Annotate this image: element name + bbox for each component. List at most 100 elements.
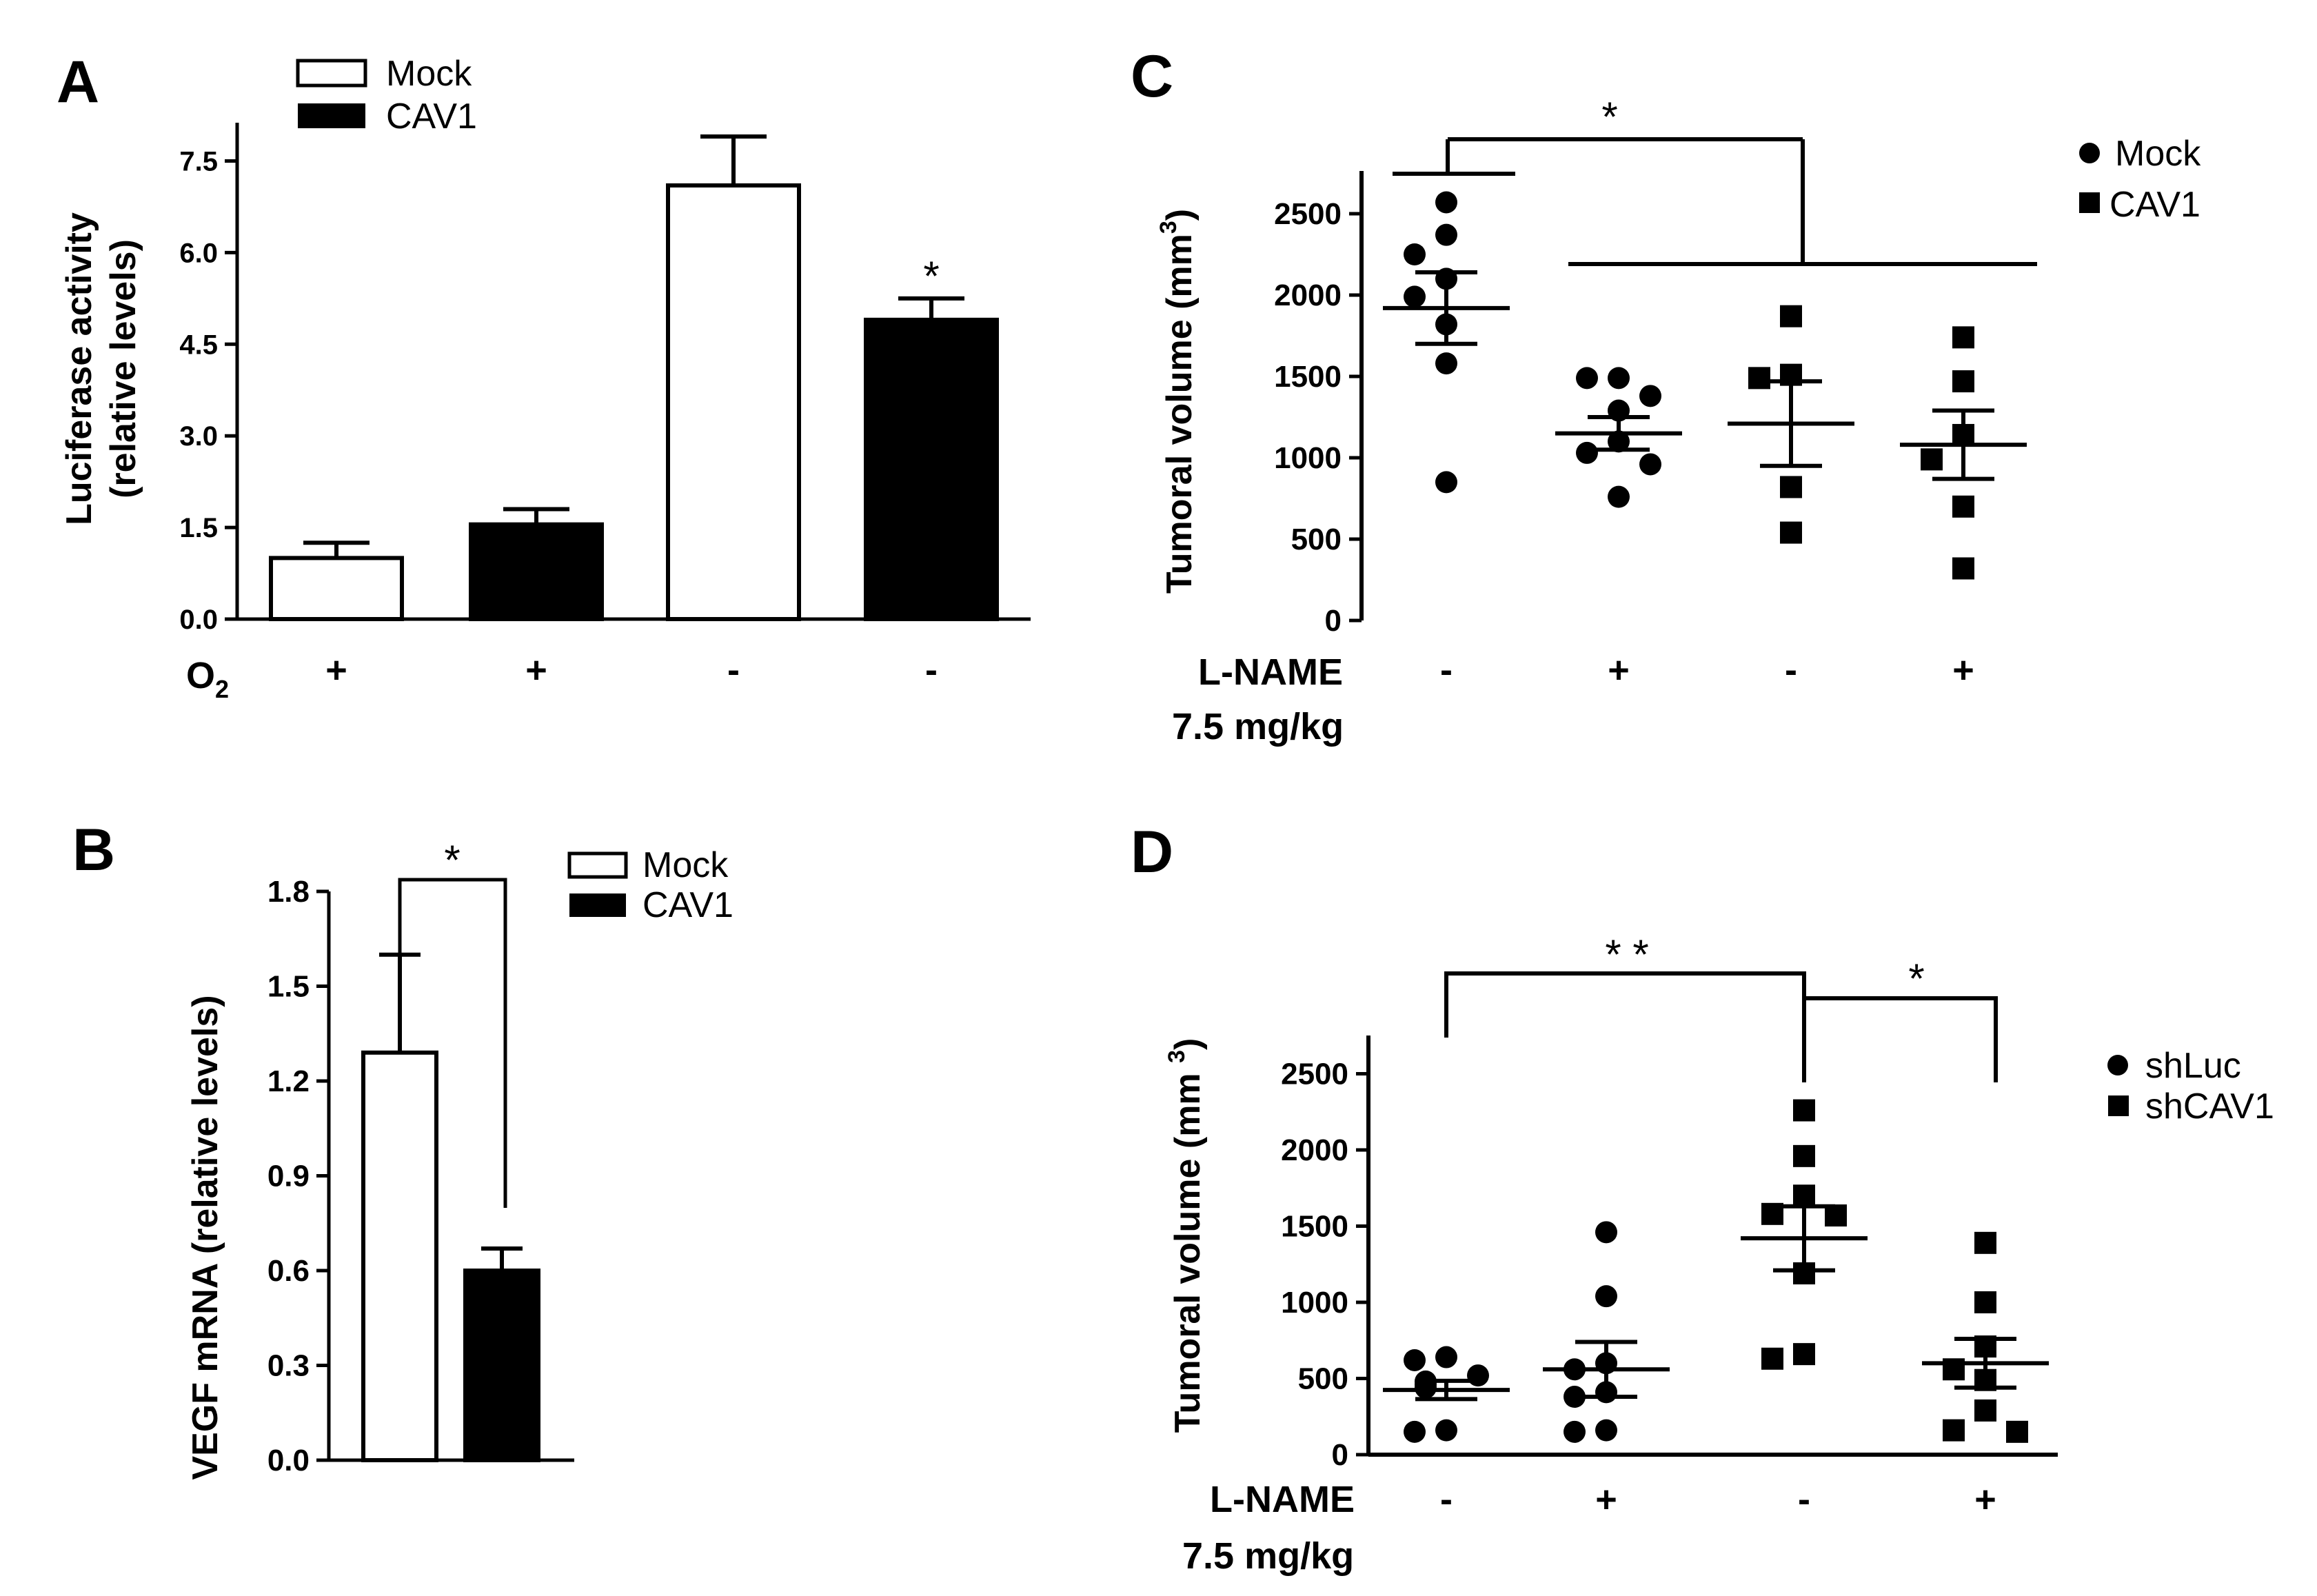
tick-label-b-6: 1.8 [267, 875, 310, 909]
bracket-d-right [1804, 996, 1998, 1082]
point-c-g2-0 [1780, 305, 1802, 327]
ylabel-c-sup: 3 [1155, 221, 1182, 234]
tick-label-a-2: 3.0 [179, 421, 218, 452]
legend-d-square-marker [2108, 1095, 2129, 1116]
panel-b-letter: B [72, 817, 115, 883]
ylabel-b: VEGF mRNA (relative levels) [185, 995, 225, 1479]
tick-label-b-5: 1.5 [267, 970, 310, 1004]
condition-c-3: + [1952, 649, 1974, 691]
condition-label-c-line1: L-NAME [1198, 651, 1343, 693]
legend-a-mock-swatch [296, 59, 367, 88]
tick-label-a-3: 4.5 [179, 330, 218, 360]
tick-label-c-0: 0 [1325, 604, 1342, 638]
condition-label-a: O2 [186, 655, 229, 703]
points-d [1383, 1099, 2049, 1443]
ylabel-a-line1: Luciferase activity [59, 212, 99, 525]
ylabel-d-main: Tumoral volume (mm [1168, 1063, 1208, 1433]
ticks-a: 0.0 1.5 3.0 4.5 6.0 7.5 [179, 147, 237, 635]
point-c-g2-2 [1748, 367, 1770, 390]
point-c-g0-1 [1435, 223, 1457, 246]
point-d-g1-0 [1595, 1221, 1617, 1244]
point-c-g1-7 [1608, 485, 1630, 508]
ylabel-c: Tumoral volume (mm3) [1155, 209, 1200, 594]
annotation-c-star: * [1601, 94, 1617, 140]
panel-a: A Mock CAV1 Luciferase activity (relativ… [57, 49, 1031, 703]
tick-label-b-3: 0.9 [267, 1160, 310, 1193]
point-d-g0-6 [1435, 1419, 1457, 1442]
legend-b-mock-swatch [567, 851, 628, 879]
legend-c: Mock CAV1 [2079, 134, 2201, 225]
tick-label-d-0: 0 [1332, 1438, 1348, 1472]
bar-a-2 [666, 183, 801, 621]
annotation-a-star: * [923, 253, 939, 299]
point-c-g3-4 [1952, 495, 1974, 518]
point-c-g1-2 [1639, 385, 1661, 407]
legend-c-mock-label: Mock [2115, 134, 2201, 174]
point-d-g2-2 [1793, 1184, 1815, 1207]
condition-label-c-line2: 7.5 mg/kg [1172, 706, 1344, 747]
legend-a-cav1-swatch [298, 103, 365, 128]
condition-d-1: + [1595, 1479, 1617, 1520]
point-d-g1-7 [1564, 1420, 1586, 1443]
point-d-g1-1 [1595, 1285, 1617, 1308]
point-d-g3-0 [1974, 1231, 1996, 1254]
panel-d: D shLuc shCAV1 Tumoral volume (mm 3) 0 5… [1131, 819, 2274, 1577]
tick-label-d-4: 2000 [1281, 1133, 1348, 1167]
panel-b: B Mock CAV1 VEGF mRNA (relative levels) … [72, 817, 733, 1480]
condition-d-3: + [1974, 1479, 1996, 1520]
condition-row-d: L-NAME 7.5 mg/kg - + - + [1182, 1479, 1996, 1577]
bar-a-1 [469, 522, 604, 621]
legend-c-circle-marker [2079, 143, 2100, 163]
point-c-g1-5 [1576, 441, 1598, 464]
legend-b-cav1-swatch [569, 893, 626, 917]
legend-d-circle-marker [2107, 1055, 2128, 1075]
bracket-d-left [1444, 971, 1806, 1082]
bracket-b [398, 878, 507, 1208]
panel-d-letter: D [1131, 819, 1173, 885]
condition-label-d-line2: 7.5 mg/kg [1182, 1535, 1354, 1577]
legend-d-shcav1-label: shCAV1 [2145, 1087, 2274, 1127]
point-d-g3-7 [2006, 1420, 2028, 1443]
condition-d-0: - [1440, 1479, 1453, 1520]
point-d-g0-0 [1435, 1346, 1457, 1368]
point-d-g0-2 [1467, 1364, 1489, 1387]
legend-b-mock-label: Mock [643, 845, 729, 885]
tick-label-c-4: 2000 [1274, 279, 1342, 312]
ylabel-c-main: Tumoral volume (mm [1160, 234, 1200, 594]
condition-a-3: - [925, 649, 938, 691]
tick-label-b-1: 0.3 [267, 1349, 310, 1383]
condition-row-c: L-NAME 7.5 mg/kg - + - + [1172, 649, 1974, 747]
point-c-g2-4 [1780, 521, 1802, 544]
tick-label-c-3: 1500 [1274, 360, 1342, 394]
tick-label-c-1: 500 [1291, 523, 1342, 556]
point-c-g3-5 [1952, 557, 1974, 580]
points-c [1383, 191, 2027, 580]
condition-a-1: + [525, 649, 547, 691]
ylabel-b-text: VEGF mRNA (relative levels) [185, 995, 225, 1479]
tick-label-a-5: 7.5 [179, 147, 218, 177]
condition-d-2: - [1798, 1479, 1810, 1520]
point-d-g2-0 [1793, 1099, 1815, 1122]
condition-label-a-sub: 2 [215, 675, 229, 703]
legend-d: shLuc shCAV1 [2107, 1046, 2274, 1127]
bar-a-0 [269, 556, 404, 622]
point-c-g1-1 [1576, 367, 1598, 390]
condition-label-d-line1: L-NAME [1210, 1479, 1355, 1520]
panel-c: C Mock CAV1 Tumoral volume (mm3) 0 500 1… [1131, 43, 2201, 747]
tick-label-b-4: 1.2 [267, 1064, 310, 1098]
point-d-g2-1 [1793, 1144, 1815, 1167]
point-d-g0-7 [1404, 1420, 1426, 1443]
legend-d-shluc-label: shLuc [2145, 1046, 2241, 1086]
ticks-d: 0 500 1000 1500 2000 2500 [1281, 1058, 1368, 1472]
point-c-g0-2 [1404, 243, 1426, 265]
point-c-g0-4 [1404, 285, 1426, 308]
bracket-c: * [1393, 94, 2037, 266]
panel-a-letter: A [57, 49, 99, 115]
ylabel-d-text: Tumoral volume (mm 3) [1164, 1038, 1208, 1433]
condition-label-a-main: O [186, 655, 215, 696]
ylabel-a-line2: (relative levels) [103, 239, 143, 498]
ylabel-d: Tumoral volume (mm 3) [1164, 1038, 1208, 1433]
point-d-g1-5 [1564, 1386, 1586, 1408]
point-c-g1-0 [1608, 367, 1630, 390]
point-c-g2-3 [1780, 476, 1802, 498]
